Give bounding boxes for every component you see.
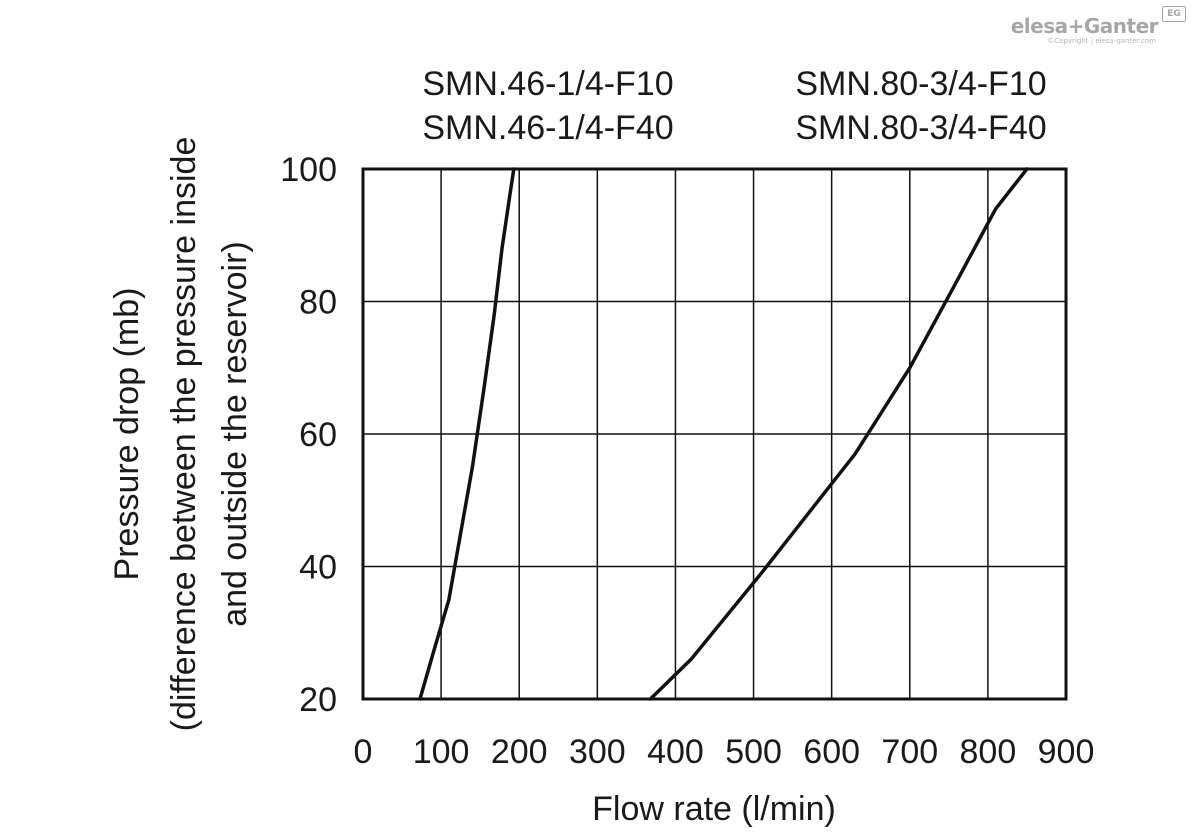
x-tick-label: 700 (881, 733, 938, 771)
series-label-1: SMN.46-1/4-F40 (422, 109, 673, 147)
y-axis-label: Pressure drop (mb) (difference between th… (108, 137, 254, 732)
brand-logo: elesa+Ganter EG ©Copyright | elesa-gante… (996, 4, 1186, 45)
grid (363, 169, 1066, 699)
brand-badge: EG (1162, 6, 1186, 22)
y-axis-label-line: (difference between the pressure inside (165, 137, 203, 732)
x-axis-label: Flow rate (l/min) (592, 790, 836, 828)
series-line-2 (648, 167, 1029, 701)
y-axis-label-line: and outside the reservoir) (216, 241, 254, 627)
series-label-1: SMN.46-1/4-F10 (422, 65, 673, 103)
plot-frame (361, 167, 1068, 701)
legend: SMN.46-1/4-F10 SMN.46-1/4-F40 SMN.80-3/4-F… (422, 65, 1046, 147)
x-tick-label: 600 (803, 733, 860, 771)
x-tick-label: 0 (354, 733, 373, 771)
y-tick-label: 80 (299, 284, 337, 322)
series-line-1 (418, 167, 516, 701)
series-label-2: SMN.80-3/4-F10 (795, 65, 1046, 103)
x-tick-label: 800 (960, 733, 1017, 771)
y-tick-label: 20 (299, 681, 337, 719)
x-tick-label: 300 (569, 733, 626, 771)
x-tick-labels: 0 100 200 300 400 500 600 700 800 900 (354, 733, 1095, 771)
brand-logo-text: elesa+Ganter (1010, 14, 1159, 38)
x-tick-label: 400 (647, 733, 704, 771)
y-tick-labels: 20 40 60 80 100 (280, 151, 337, 719)
curves (418, 167, 1029, 701)
y-tick-label: 60 (299, 416, 337, 454)
y-tick-label: 40 (299, 549, 337, 587)
brand-copyright: ©Copyright | elesa-ganter.com (1047, 37, 1156, 45)
y-axis-label-line: Pressure drop (mb) (108, 288, 146, 581)
series-label-2: SMN.80-3/4-F40 (795, 109, 1046, 147)
x-tick-label: 200 (491, 733, 548, 771)
x-tick-label: 500 (725, 733, 782, 771)
x-tick-label: 900 (1038, 733, 1095, 771)
y-tick-label: 100 (280, 151, 337, 189)
x-tick-label: 100 (413, 733, 470, 771)
